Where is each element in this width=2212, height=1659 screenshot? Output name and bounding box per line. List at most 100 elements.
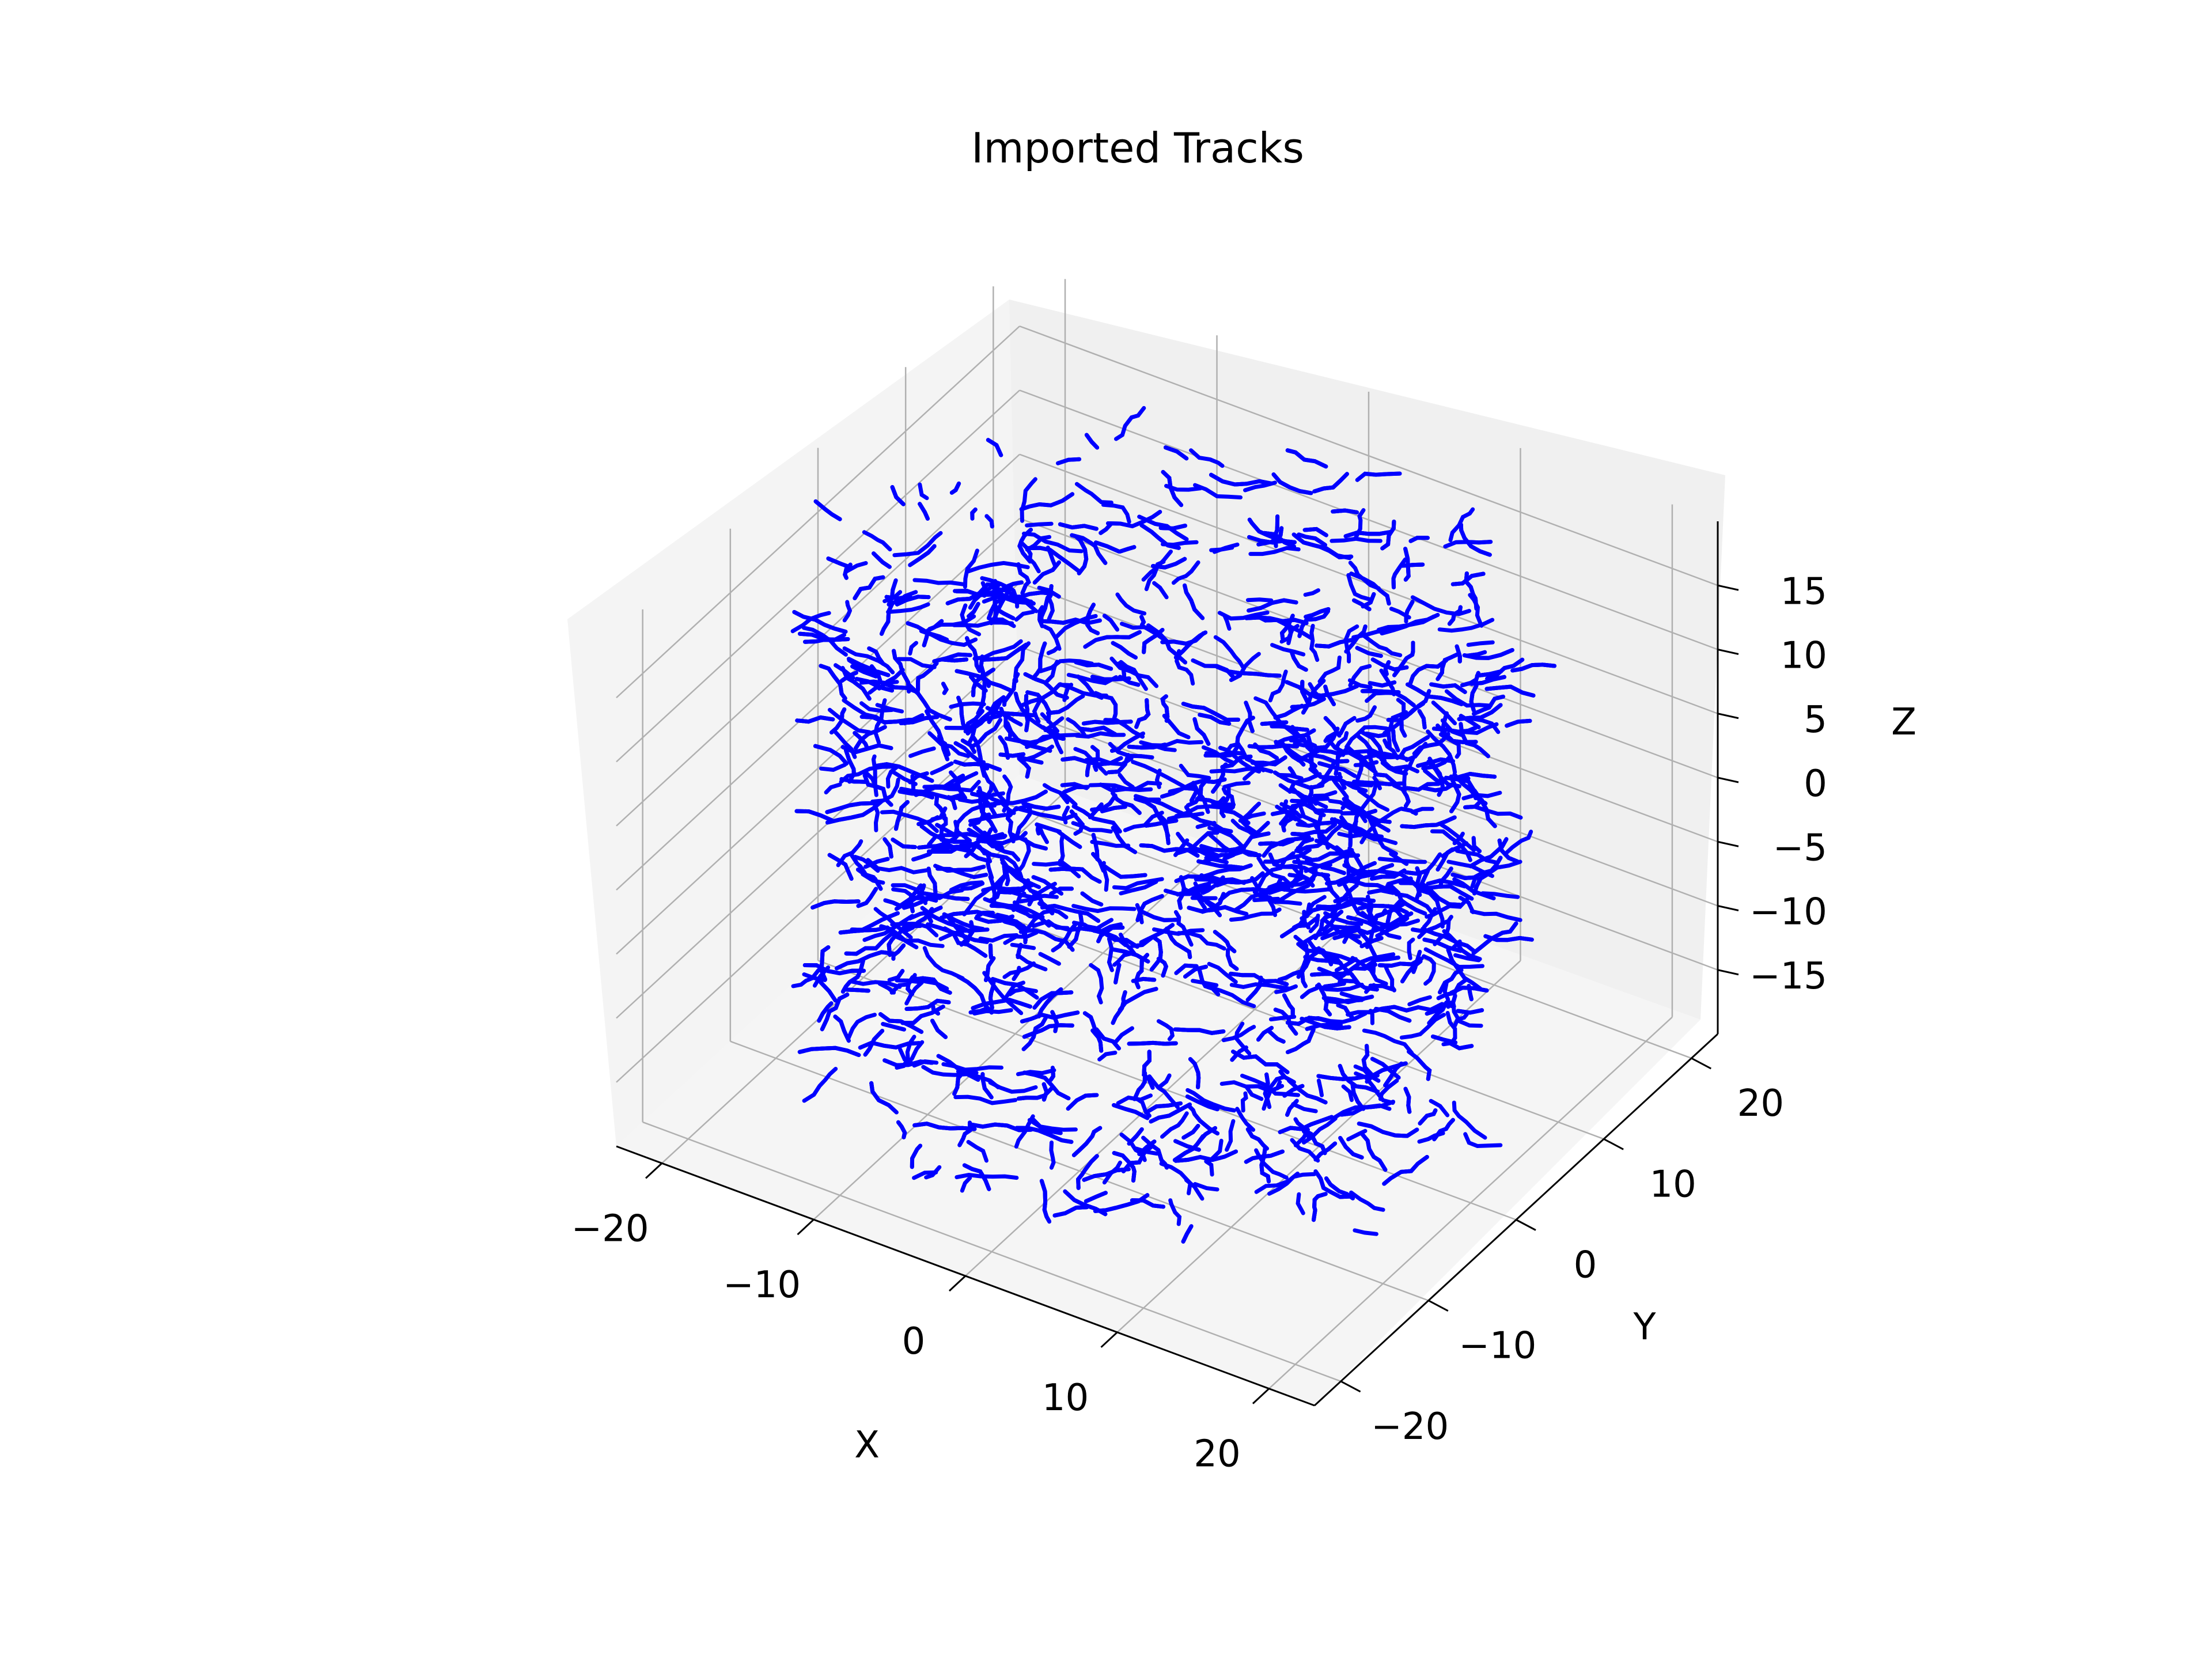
track-line [908,544,937,567]
track-line [1263,1072,1272,1109]
track-line [1118,545,1137,554]
track-line [1469,683,1479,713]
track-line [1449,774,1461,813]
track-line [1308,726,1340,760]
track-line [1112,877,1164,891]
track-line [1127,1127,1144,1146]
track-line [1137,1139,1157,1156]
track-line [825,801,875,815]
track-line [1317,967,1379,992]
track-line [1071,1126,1103,1157]
track-line [1043,716,1065,732]
track-line [896,1120,907,1139]
track-line [1483,934,1534,942]
track-line [1014,609,1035,622]
track-line [1267,1172,1317,1196]
track-line [1268,1014,1297,1022]
track-line [1230,1045,1248,1062]
track-line [872,551,892,569]
grid-line-floor-y [730,1040,1429,1301]
track-line [1469,675,1506,686]
track-line [1290,725,1315,754]
track-line [1058,859,1102,884]
track-line [854,725,887,751]
x-tick [645,1162,663,1179]
track-line [1130,1198,1165,1209]
track-line [949,481,961,495]
track-line [1175,649,1195,686]
track-line [843,562,853,580]
track-line [1392,690,1416,707]
track-line [1185,1094,1219,1112]
track-line [980,782,994,820]
track-line [1441,841,1469,858]
track-line [1346,915,1402,940]
track-line [1244,1149,1285,1164]
track-line [1014,806,1078,821]
track-line [1446,948,1483,991]
track-line [1304,854,1344,873]
track-line [825,800,884,825]
track-line [1468,837,1509,869]
track-line [1225,1119,1236,1152]
track-line [1085,759,1092,778]
track-line [906,621,949,642]
track-line [1277,968,1305,982]
track-line [1007,805,1027,818]
track-line [1350,1082,1366,1111]
track-line [1480,891,1520,899]
track-line [1037,825,1049,844]
track-line [797,1046,861,1057]
track-line [1282,993,1295,1017]
back-pane [1009,300,1725,1020]
track-line [1003,590,1056,600]
track-line [1020,477,1037,523]
track-line [1119,660,1148,691]
track-line [1442,929,1482,961]
track-line [1058,832,1065,867]
track-line [1225,948,1239,971]
track-line [1346,573,1373,602]
track-line [1084,433,1100,450]
track-line [1392,1002,1456,1013]
track-line [971,736,987,778]
track-line [1312,472,1349,494]
track-line [1359,936,1384,949]
track-line [1023,908,1056,945]
track-line [1082,1011,1098,1034]
track-line [967,601,980,619]
track-line [849,979,902,989]
track-line [1463,798,1484,809]
track-line [1449,986,1489,995]
track-line [1156,957,1169,978]
track-line [952,620,1014,628]
track-line [1093,540,1121,554]
track-line [1070,533,1108,565]
track-line [963,709,984,734]
track-line [1007,987,1038,997]
x-tick-label: −20 [571,1207,649,1250]
track-line [941,681,949,695]
track-line [844,748,856,784]
track-line [907,683,952,722]
track-line [990,977,1039,1000]
track-line [1213,635,1245,669]
track-line [1187,905,1249,916]
track-line [1365,732,1391,738]
track-line [1260,720,1289,726]
track-line [1380,613,1440,635]
track-line [1404,600,1415,624]
track-line [1134,797,1171,838]
track-line [859,701,894,713]
track-line [842,600,853,623]
track-line [1084,924,1139,949]
track-line [1234,831,1271,851]
track-line [1306,938,1334,967]
track-line [1089,963,1104,1005]
track-line [1019,492,1075,512]
track-line [912,1122,977,1131]
track-line [1452,877,1496,900]
track-line [1280,921,1306,938]
track-line [1285,448,1328,469]
